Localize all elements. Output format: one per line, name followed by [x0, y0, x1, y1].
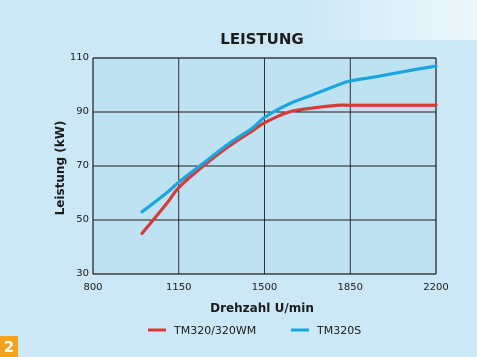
- y-tick-label: 30: [76, 268, 89, 279]
- x-axis-label: Drehzahl U/min: [210, 301, 314, 315]
- legend-label: TM320S: [316, 324, 361, 337]
- corner-highlight: [300, 0, 477, 40]
- x-tick-label: 2200: [423, 282, 448, 293]
- chart-title: LEISTUNG: [220, 30, 303, 48]
- x-tick-label: 800: [83, 282, 102, 293]
- x-tick-label: 1500: [252, 282, 277, 293]
- y-tick-label: 50: [76, 214, 89, 225]
- y-tick-label: 70: [76, 160, 89, 171]
- y-tick-label: 90: [76, 106, 89, 117]
- series-line-tm320-320wm: [140, 103, 438, 236]
- legend: TM320/320WM TM320S: [148, 324, 361, 337]
- x-tick-label: 1150: [166, 282, 191, 293]
- y-axis-label: Leistung (kW): [53, 121, 67, 216]
- legend-label: TM320/320WM: [173, 324, 256, 337]
- figure-number-badge: 2: [0, 336, 18, 357]
- x-tick-label: 1850: [338, 282, 363, 293]
- y-tick-label: 110: [70, 52, 89, 63]
- series-line-tm320s: [140, 64, 438, 214]
